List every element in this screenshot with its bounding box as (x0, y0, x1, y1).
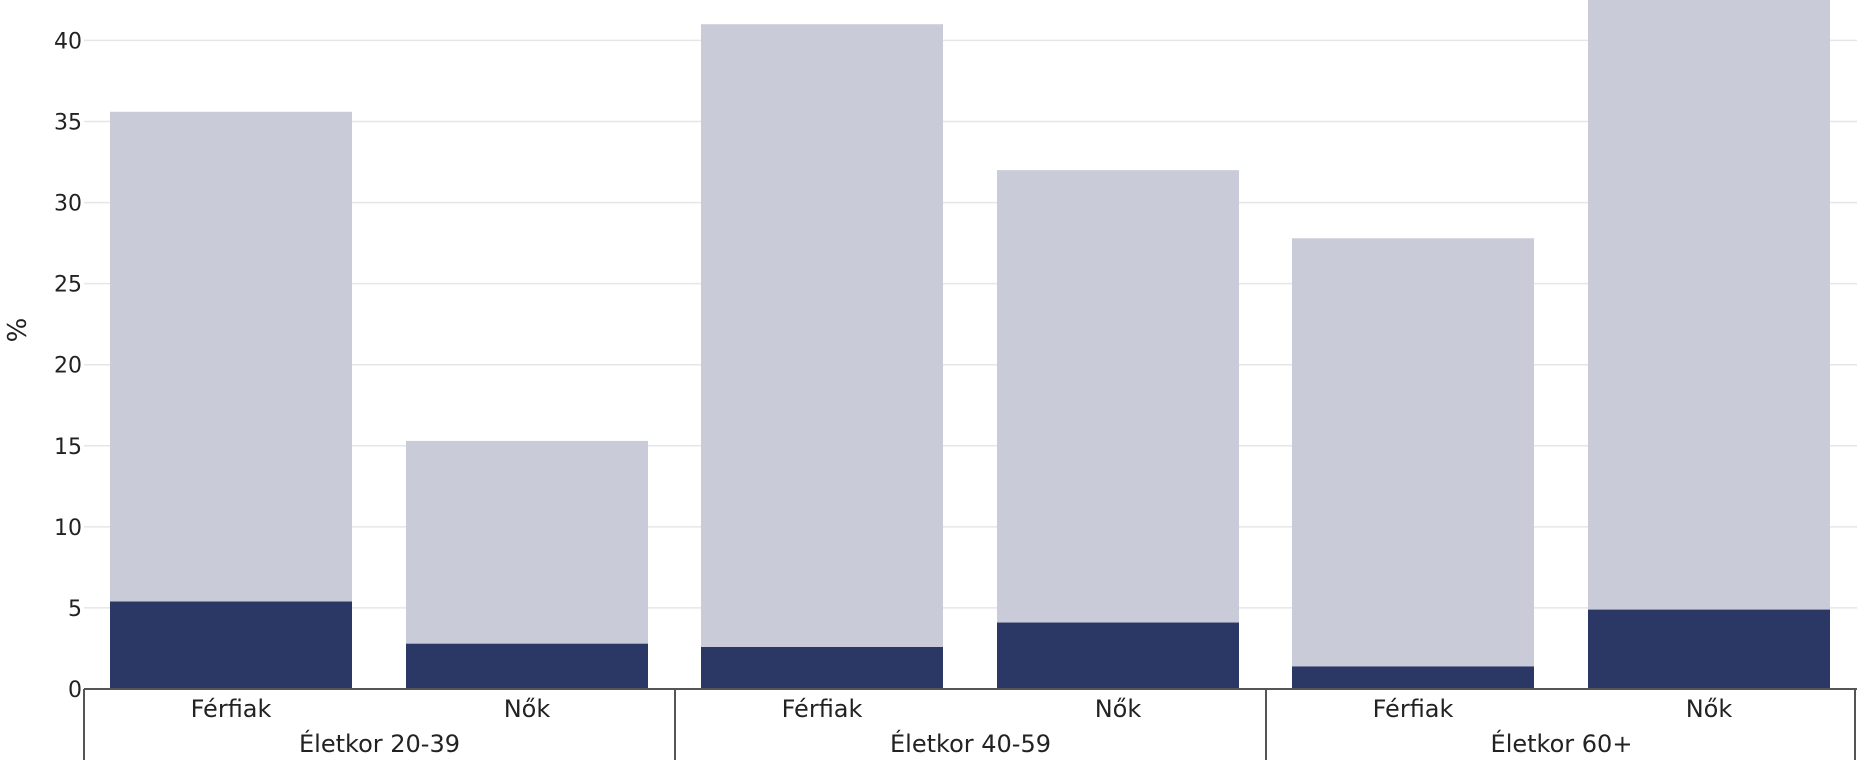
x-group-label: Életkor 20-39 (299, 729, 460, 758)
bar-segment (1588, 609, 1830, 689)
x-category-label: Férfiak (1373, 695, 1454, 723)
bars (110, 0, 1830, 689)
y-tick-label: 20 (54, 354, 82, 379)
x-category-label: Férfiak (191, 695, 272, 723)
y-tick-label: 0 (68, 678, 82, 703)
y-tick-label: 10 (54, 516, 82, 541)
bar-segment (997, 622, 1239, 689)
bar-segment (406, 440, 648, 644)
y-tick-label: 40 (54, 29, 82, 54)
x-group-label: Életkor 60+ (1491, 729, 1633, 758)
y-axis-title: % (3, 318, 33, 343)
x-category-label: Nők (1095, 695, 1142, 723)
y-tick-label: 35 (54, 111, 82, 136)
y-tick-label: 15 (54, 435, 82, 460)
bar-segment (406, 643, 648, 689)
bar-segment (1292, 666, 1534, 689)
bar-segment (701, 646, 943, 689)
x-group-label: Életkor 40-59 (890, 729, 1051, 758)
bar-segment (1292, 238, 1534, 667)
x-category-label: Nők (504, 695, 551, 723)
y-tick-label: 30 (54, 192, 82, 217)
bar-segment (110, 111, 352, 602)
bar-segment (997, 170, 1239, 623)
bar-segment (110, 601, 352, 689)
y-tick-label: 25 (54, 273, 82, 298)
bar-segment (1588, 0, 1830, 610)
x-category-label: Férfiak (782, 695, 863, 723)
y-tick-label: 5 (68, 597, 82, 622)
bar-segment (701, 24, 943, 647)
gridlines (84, 39, 1857, 609)
x-category-label: Nők (1686, 695, 1733, 723)
axes: 0 5 10 15 20 25 30 35 40 Férfiak Nők Életkor 20-39 F… (54, 29, 1857, 760)
